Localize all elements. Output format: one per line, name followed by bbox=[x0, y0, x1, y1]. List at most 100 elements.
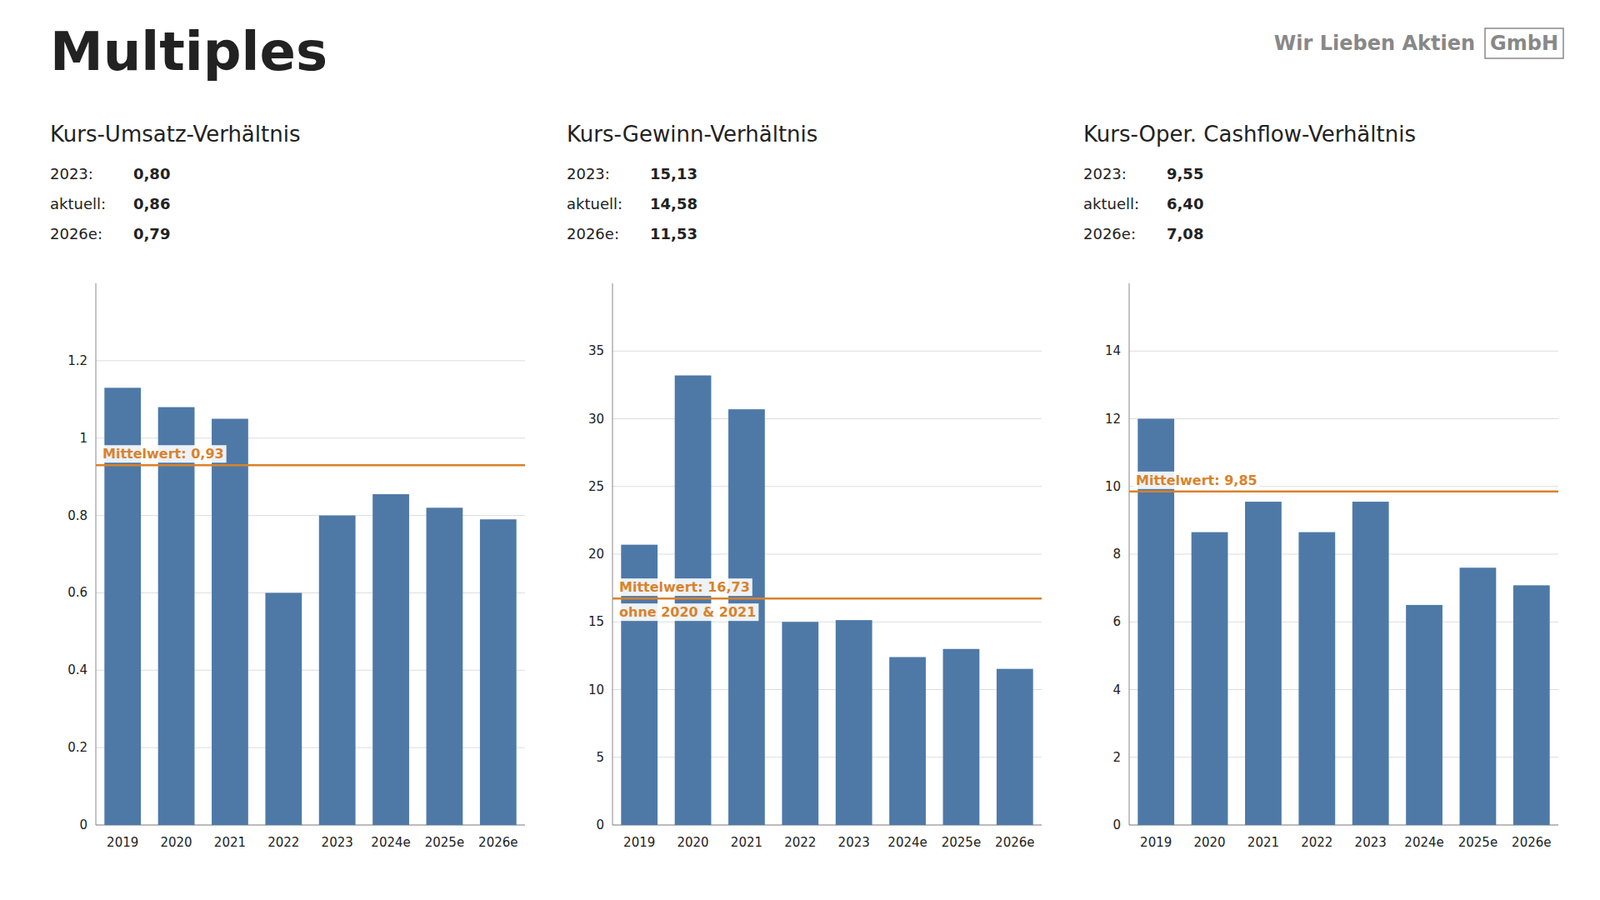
y-tick-label: 10 bbox=[1105, 479, 1121, 495]
main-title: Multiples bbox=[50, 20, 328, 83]
bar bbox=[1298, 532, 1335, 825]
grid-line bbox=[95, 360, 525, 361]
x-tick-label: 2019 bbox=[106, 835, 139, 850]
bar bbox=[426, 507, 464, 825]
bars bbox=[612, 375, 1042, 826]
x-tick-label: 2025e bbox=[425, 835, 465, 850]
mean-label-background bbox=[616, 603, 759, 621]
x-tick-label: 2025e bbox=[941, 835, 981, 850]
x-tick-label: 2022 bbox=[267, 835, 300, 850]
y-tick-label: 1.2 bbox=[67, 353, 88, 369]
bar bbox=[265, 592, 302, 825]
bar bbox=[1245, 501, 1282, 825]
x-tick-label: 2021 bbox=[730, 835, 763, 850]
y-tick-label: 0 bbox=[1112, 817, 1121, 833]
y-tick-label: 0.4 bbox=[67, 662, 88, 678]
bar bbox=[1460, 567, 1497, 825]
y-tick-label: 8 bbox=[1112, 546, 1121, 562]
mean-label-background bbox=[100, 445, 227, 463]
chart-title: Kurs-Umsatz-Verhältnis bbox=[50, 121, 300, 147]
y-tick-label: 0.2 bbox=[67, 740, 88, 755]
bar bbox=[1352, 501, 1390, 825]
info-value: 0,86 bbox=[133, 195, 170, 213]
y-tick-label: 5 bbox=[595, 750, 605, 765]
x-tick-label: 2026e bbox=[995, 835, 1035, 850]
y-tick-label: 15 bbox=[588, 614, 605, 630]
y-tick-label: 35 bbox=[588, 343, 605, 359]
chart-panel: Kurs-Umsatz-Verhältnis 2023: 0,80 aktuell: 0… bbox=[50, 121, 525, 850]
y-tick-label: 30 bbox=[588, 411, 605, 427]
watermark-box-text: GmbH bbox=[1490, 31, 1559, 55]
bar bbox=[889, 657, 926, 826]
y-tick-label: 12 bbox=[1105, 411, 1121, 427]
chart-title: Kurs-Oper. Cashflow-Verhältnis bbox=[1083, 121, 1416, 147]
x-tick-label: 2024e bbox=[370, 835, 410, 850]
mean-label-group: ohne 2020 & 2021 bbox=[616, 603, 759, 621]
y-axis-line bbox=[612, 283, 614, 825]
mean-label-group: Mittelwert: 0,93 bbox=[100, 445, 227, 463]
y-tick-label: 0 bbox=[595, 817, 605, 833]
x-tick-label: 2023 bbox=[1355, 835, 1387, 850]
x-tick-label: 2022 bbox=[1300, 835, 1333, 850]
x-tick-label: 2020 bbox=[160, 835, 192, 850]
y-tick-label: 1 bbox=[79, 430, 88, 446]
info-value: 15,13 bbox=[650, 165, 698, 183]
mean-label-background bbox=[1133, 471, 1260, 490]
chart-title: Kurs-Gewinn-Verhältnis bbox=[566, 121, 818, 147]
y-tick-label: 10 bbox=[588, 682, 605, 698]
mean-label: Mittelwert: 9,85 bbox=[1135, 472, 1258, 489]
bar bbox=[781, 621, 819, 825]
bar bbox=[1513, 585, 1550, 825]
bar bbox=[675, 375, 712, 826]
mean-line bbox=[1129, 490, 1559, 494]
chart-panel: Kurs-Oper. Cashflow-Verhältnis2023:9,55a… bbox=[1083, 121, 1559, 850]
mean-label: Mittelwert: 16,73 bbox=[619, 579, 750, 595]
y-tick-label: 6 bbox=[1112, 614, 1121, 630]
info-value: 11,53 bbox=[650, 225, 698, 243]
chart-panel: Kurs-Gewinn-Verhältnis 2023: 15,13 aktuell:… bbox=[566, 121, 1042, 850]
info-label: 2026e: bbox=[1083, 225, 1136, 243]
x-tick-label: 2021 bbox=[214, 835, 246, 850]
info-label: 2023: bbox=[50, 165, 94, 183]
page: Multiples GmbH Wir Lieben Aktien Kurs-Umsat… bbox=[0, 0, 1600, 900]
y-tick-label: 14 bbox=[1105, 343, 1121, 359]
y-tick-label: 25 bbox=[588, 479, 605, 495]
x-tick-label: 2022 bbox=[784, 835, 816, 850]
bar bbox=[943, 649, 980, 825]
y-tick-label: 4 bbox=[1112, 682, 1121, 698]
mean-line bbox=[612, 597, 1042, 600]
bars bbox=[1129, 419, 1559, 826]
info-label: aktuell: bbox=[1083, 195, 1140, 213]
background bbox=[0, 0, 1600, 900]
info-value: 14,58 bbox=[650, 195, 698, 213]
bars bbox=[95, 387, 525, 825]
mean-label: ohne 2020 & 2021 bbox=[619, 604, 756, 620]
x-tick-label: 2019 bbox=[1140, 835, 1172, 850]
bar bbox=[1405, 605, 1443, 825]
info-label: 2026e: bbox=[50, 225, 103, 243]
info-value: 0,79 bbox=[133, 225, 170, 243]
y-tick-label: 0.8 bbox=[67, 508, 88, 524]
grid-line bbox=[1129, 418, 1559, 420]
x-tick-label: 2020 bbox=[676, 835, 709, 850]
watermark-box bbox=[1485, 28, 1564, 59]
info-label: aktuell: bbox=[50, 195, 106, 213]
info-value: 0,80 bbox=[133, 165, 170, 183]
grid-line bbox=[612, 350, 1042, 352]
x-tick-label: 2023 bbox=[321, 835, 354, 850]
x-tick-label: 2021 bbox=[1247, 835, 1280, 850]
bar bbox=[996, 669, 1034, 825]
x-tick-label: 2026e bbox=[1511, 835, 1551, 850]
info-label: aktuell: bbox=[566, 195, 623, 213]
y-axis-line bbox=[95, 283, 97, 825]
bar bbox=[211, 419, 249, 826]
info-label: 2023: bbox=[566, 165, 610, 183]
mean-label-background bbox=[616, 578, 753, 596]
info-value: 6,40 bbox=[1166, 195, 1204, 213]
mean-line bbox=[95, 464, 525, 467]
x-tick-label: 2024e bbox=[1404, 835, 1444, 850]
watermark-text: Wir Lieben Aktien bbox=[1274, 31, 1475, 55]
bar bbox=[372, 494, 410, 825]
x-tick-label: 2020 bbox=[1193, 835, 1225, 850]
y-tick-label: 2 bbox=[1112, 750, 1121, 765]
